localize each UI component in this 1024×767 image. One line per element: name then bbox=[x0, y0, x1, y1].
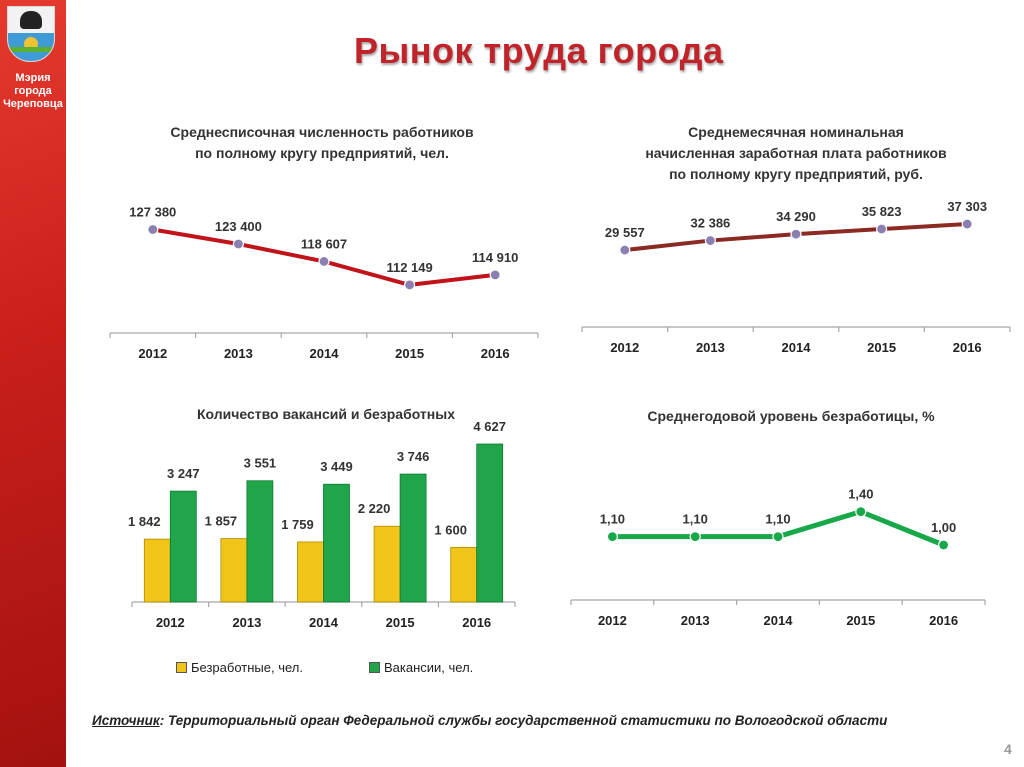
data-point-unemployment bbox=[772, 531, 784, 543]
data-label-vacancies: 3 746 bbox=[397, 449, 430, 464]
data-point-employees bbox=[489, 269, 501, 281]
chart-title-vacancies: Количество вакансий и безработных bbox=[197, 406, 455, 422]
bar-vacancies bbox=[246, 480, 274, 603]
chart-title-salary: начисленная заработная плата работников bbox=[645, 145, 947, 161]
city-crest-icon bbox=[7, 6, 55, 62]
data-label-employees: 114 910 bbox=[472, 250, 518, 265]
x-tick-label-unemployment: 2013 bbox=[681, 613, 710, 628]
x-tick-label-employees: 2012 bbox=[138, 346, 167, 361]
bar-vacancies bbox=[399, 473, 427, 603]
x-tick-label-employees: 2015 bbox=[395, 346, 424, 361]
data-label-employees: 123 400 bbox=[215, 219, 262, 234]
x-tick-label-salary: 2012 bbox=[610, 340, 639, 355]
data-label-salary: 35 823 bbox=[862, 204, 902, 219]
legend-item-vacancies: Вакансии, чел. bbox=[369, 660, 473, 675]
data-label-vacancies: 4 627 bbox=[473, 419, 506, 434]
x-tick-label-employees: 2013 bbox=[224, 346, 253, 361]
x-tick-label-vacancies: 2012 bbox=[156, 615, 185, 630]
x-tick-label-vacancies: 2013 bbox=[232, 615, 261, 630]
data-label-employees: 127 380 bbox=[129, 205, 176, 220]
data-point-salary bbox=[961, 218, 973, 230]
x-tick-label-unemployment: 2012 bbox=[598, 613, 627, 628]
data-label-unemployment: 1,10 bbox=[683, 512, 708, 527]
chart-title-employees: по полному кругу предприятий, чел. bbox=[195, 145, 449, 161]
x-tick-label-employees: 2014 bbox=[310, 346, 340, 361]
chart-title-unemployment: Среднегодовой уровень безработицы, % bbox=[647, 408, 935, 424]
data-point-employees bbox=[318, 255, 330, 268]
x-tick-label-salary: 2013 bbox=[696, 340, 725, 355]
org-name-line: Мэрия bbox=[15, 72, 51, 84]
data-point-unemployment bbox=[689, 531, 701, 543]
data-label-unemployment: 1,10 bbox=[765, 512, 790, 527]
data-label-unemployed: 2 220 bbox=[358, 501, 391, 516]
org-name-line: Череповца bbox=[3, 98, 63, 110]
bar-vacancies bbox=[476, 443, 504, 603]
data-label-vacancies: 3 551 bbox=[244, 456, 277, 471]
data-point-unemployment bbox=[606, 531, 619, 543]
x-tick-label-salary: 2014 bbox=[782, 340, 812, 355]
data-label-employees: 112 149 bbox=[386, 260, 432, 275]
data-label-employees: 118 607 bbox=[301, 236, 347, 251]
page-title: Рынок труда города bbox=[354, 30, 724, 71]
bar-vacancies bbox=[323, 483, 350, 603]
data-label-unemployed: 1 857 bbox=[205, 514, 238, 529]
data-label-unemployment: 1,10 bbox=[600, 512, 625, 527]
bar-unemployed bbox=[143, 538, 171, 603]
sidebar: Мэрия города Череповца bbox=[0, 0, 66, 767]
source-text: : Территориальный орган Федеральной служ… bbox=[159, 713, 888, 728]
legend-swatch-unemployed bbox=[176, 662, 187, 673]
legend-swatch-vacancies bbox=[369, 662, 380, 673]
bar-unemployed bbox=[297, 541, 324, 603]
data-point-salary bbox=[875, 223, 888, 235]
x-tick-label-unemployment: 2014 bbox=[764, 613, 794, 628]
data-label-unemployment: 1,00 bbox=[931, 520, 956, 535]
chart-title-employees: Среднесписочная численность работников bbox=[170, 124, 474, 140]
bar-unemployed bbox=[373, 525, 401, 603]
legend-label-unemployed: Безработные, чел. bbox=[191, 660, 303, 675]
data-point-employees bbox=[404, 279, 416, 291]
x-tick-label-vacancies: 2016 bbox=[462, 615, 491, 630]
page-number: 4 bbox=[1004, 741, 1012, 757]
data-label-salary: 32 386 bbox=[691, 216, 731, 231]
data-point-unemployment bbox=[855, 506, 867, 518]
bar-vacancies bbox=[169, 490, 197, 603]
x-tick-label-vacancies: 2015 bbox=[386, 615, 415, 630]
source-note: Источник: Территориальный орган Федераль… bbox=[92, 713, 992, 728]
data-label-unemployed: 1 759 bbox=[281, 517, 314, 532]
data-label-vacancies: 3 247 bbox=[167, 466, 200, 481]
data-label-unemployed: 1 600 bbox=[434, 522, 467, 537]
data-point-employees bbox=[232, 238, 244, 250]
org-name: Мэрия города Череповца bbox=[0, 72, 66, 111]
org-name-line: города bbox=[14, 85, 52, 97]
source-label: Источник bbox=[92, 713, 160, 728]
data-label-salary: 37 303 bbox=[947, 199, 987, 214]
data-point-salary bbox=[619, 244, 631, 256]
x-tick-label-salary: 2015 bbox=[867, 340, 896, 355]
bar-unemployed bbox=[450, 546, 478, 603]
data-label-salary: 34 290 bbox=[776, 209, 816, 224]
data-label-vacancies: 3 449 bbox=[320, 459, 353, 474]
legend-label-vacancies: Вакансии, чел. bbox=[384, 660, 474, 675]
data-point-salary bbox=[790, 228, 802, 240]
legend-item-unemployed: Безработные, чел. bbox=[176, 660, 303, 675]
x-tick-label-unemployment: 2016 bbox=[929, 613, 958, 628]
bar-unemployed bbox=[220, 538, 248, 603]
data-label-salary: 29 557 bbox=[605, 225, 645, 240]
data-point-unemployment bbox=[937, 539, 950, 551]
chart-title-salary: Среднемесячная номинальная bbox=[688, 124, 904, 140]
x-tick-label-salary: 2016 bbox=[953, 340, 982, 355]
chart-title-salary: по полному кругу предприятий, руб. bbox=[669, 166, 923, 182]
data-label-unemployment: 1,40 bbox=[848, 487, 873, 502]
x-tick-label-unemployment: 2015 bbox=[846, 613, 875, 628]
data-label-unemployed: 1 842 bbox=[128, 514, 161, 529]
x-tick-label-vacancies: 2014 bbox=[309, 615, 339, 630]
data-point-employees bbox=[147, 223, 159, 236]
data-point-salary bbox=[704, 234, 717, 247]
x-tick-label-employees: 2016 bbox=[481, 346, 510, 361]
